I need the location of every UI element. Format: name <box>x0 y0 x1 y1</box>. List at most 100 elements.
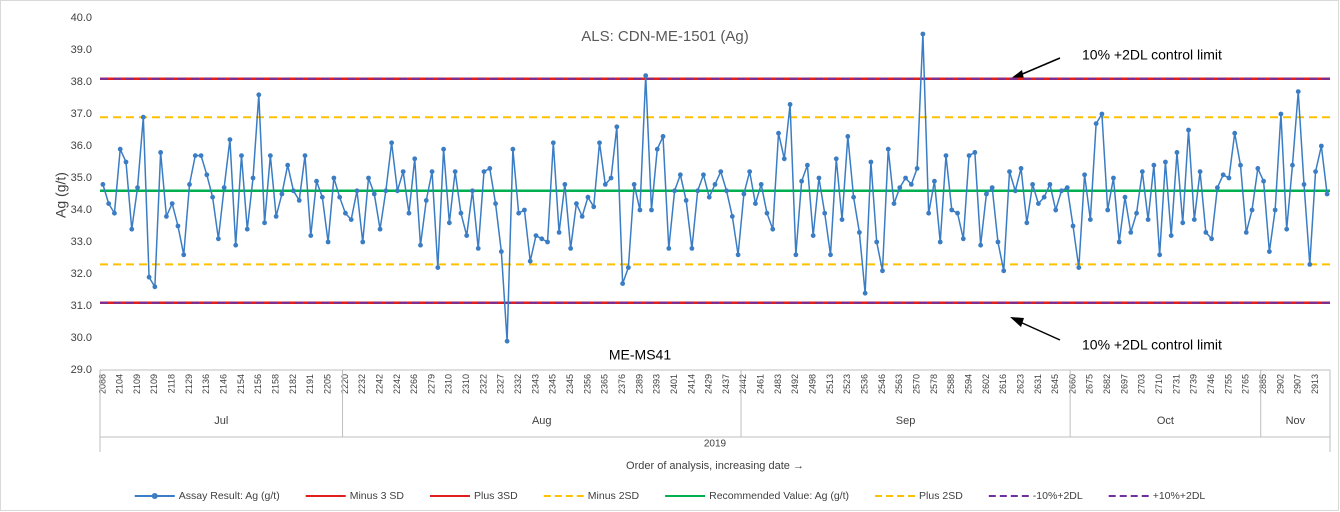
x-tick-label: 2191 <box>305 374 315 394</box>
data-point <box>400 169 406 175</box>
data-point <box>366 175 371 181</box>
x-tick-label: 2158 <box>271 374 281 394</box>
data-point <box>735 252 741 258</box>
data-point <box>1128 230 1134 235</box>
group-label: Aug <box>532 415 552 427</box>
data-point <box>135 185 140 191</box>
data-point <box>666 246 672 251</box>
data-point <box>856 230 862 235</box>
legend-label: Assay Result: Ag (g/t) <box>179 490 280 502</box>
data-point <box>1261 178 1266 184</box>
data-point <box>377 226 383 232</box>
y-tick-label: 32.0 <box>71 268 92 280</box>
legend-item: -10%+2DL <box>988 490 1083 502</box>
data-point <box>960 236 966 242</box>
annotation: 10% +2DL control limit <box>1082 337 1222 353</box>
x-tick-label: 2546 <box>877 374 887 394</box>
x-tick-label: 2594 <box>963 374 973 394</box>
group-label: Nov <box>1286 415 1306 427</box>
data-point <box>833 156 839 162</box>
data-point <box>949 207 955 213</box>
x-tick-label: 2242 <box>374 374 384 394</box>
data-point <box>903 175 908 181</box>
data-point <box>591 204 597 210</box>
x-tick-label: 2109 <box>149 374 159 394</box>
x-tick-label: 2310 <box>444 374 454 394</box>
x-tick-label: 2118 <box>167 374 177 393</box>
data-point <box>1059 188 1064 194</box>
data-point <box>1186 127 1191 133</box>
data-point <box>897 185 903 191</box>
legend-item: Minus 2SD <box>543 490 640 502</box>
data-point <box>296 198 302 203</box>
data-point <box>712 182 718 187</box>
arrow <box>1010 57 1061 79</box>
data-point <box>1145 217 1151 223</box>
data-point <box>637 207 643 213</box>
group-label: Oct <box>1157 415 1174 427</box>
data-point <box>1076 265 1082 270</box>
x-tick-label: 2682 <box>1102 374 1112 394</box>
data-point <box>1087 217 1093 223</box>
data-point <box>533 233 539 239</box>
data-point <box>446 220 452 226</box>
group-label: Sep <box>896 415 916 427</box>
data-point <box>995 239 1001 245</box>
data-point <box>972 150 978 155</box>
data-point <box>1191 217 1197 223</box>
x-tick-label: 2365 <box>600 374 610 394</box>
legend-label: Minus 2SD <box>588 490 640 502</box>
data-point <box>1041 194 1047 200</box>
data-point <box>383 188 389 194</box>
data-point <box>839 217 845 223</box>
x-tick-label: 2697 <box>1119 374 1129 394</box>
x-tick-label: 2616 <box>998 374 1008 394</box>
data-point <box>291 188 296 194</box>
y-tick-label: 31.0 <box>71 300 92 312</box>
data-point <box>1272 207 1278 213</box>
data-point <box>556 230 562 235</box>
data-point <box>851 194 856 200</box>
data-point <box>302 153 308 159</box>
data-point <box>487 166 493 171</box>
x-tick-label: 2710 <box>1154 374 1164 394</box>
x-tick-label: 2414 <box>686 374 696 394</box>
data-point <box>868 159 874 165</box>
data-point <box>810 233 816 239</box>
x-tick-label: 2429 <box>704 374 714 394</box>
x-tick-label: 2513 <box>825 374 835 394</box>
data-point <box>435 265 441 270</box>
data-point <box>602 182 608 187</box>
y-tick-label: 30.0 <box>71 332 92 344</box>
x-tick-label: 2266 <box>409 374 419 394</box>
data-point <box>510 146 516 152</box>
legend-label: Minus 3 SD <box>350 490 405 502</box>
x-tick-label: 2902 <box>1275 374 1285 394</box>
data-point <box>747 169 753 175</box>
data-point <box>1134 210 1139 216</box>
data-point <box>354 188 360 194</box>
legend-label: Recommended Value: Ag (g/t) <box>709 490 849 502</box>
data-point <box>966 153 972 159</box>
data-point <box>112 210 117 216</box>
x-tick-label: 2739 <box>1189 374 1199 394</box>
data-point <box>539 236 545 242</box>
x-axis-title: Order of analysis, increasing date → <box>626 460 804 472</box>
x-tick-label: 2401 <box>669 374 679 394</box>
x-tick-label: 2232 <box>357 374 367 394</box>
data-point <box>129 226 135 232</box>
x-tick-label: 2343 <box>530 374 540 394</box>
data-point <box>204 172 210 178</box>
x-tick-label: 2442 <box>738 374 748 394</box>
y-tick-label: 37.0 <box>71 108 92 120</box>
data-point <box>574 201 579 207</box>
data-point <box>741 191 747 197</box>
arrow <box>1010 317 1061 341</box>
data-point <box>1001 268 1007 274</box>
data-point <box>654 146 660 152</box>
data-point <box>348 217 354 223</box>
data-point <box>1030 182 1036 187</box>
data-point <box>793 252 799 258</box>
data-point <box>394 188 400 194</box>
